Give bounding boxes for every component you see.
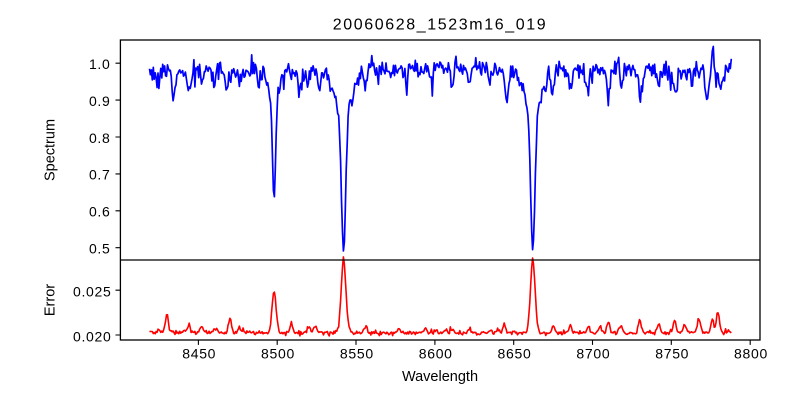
svg-text:0.8: 0.8 xyxy=(89,130,111,146)
svg-text:8550: 8550 xyxy=(340,346,374,362)
svg-text:8700: 8700 xyxy=(576,346,610,362)
svg-text:8800: 8800 xyxy=(734,346,768,362)
svg-text:0.020: 0.020 xyxy=(73,328,112,344)
svg-text:0.9: 0.9 xyxy=(89,93,111,109)
svg-text:8600: 8600 xyxy=(419,346,453,362)
svg-text:0.7: 0.7 xyxy=(89,167,111,183)
svg-text:Error: Error xyxy=(43,284,59,316)
svg-text:20060628_1523m16_019: 20060628_1523m16_019 xyxy=(333,16,547,33)
svg-text:8750: 8750 xyxy=(655,346,689,362)
svg-text:8500: 8500 xyxy=(261,346,295,362)
svg-text:0.6: 0.6 xyxy=(89,204,111,220)
svg-text:1.0: 1.0 xyxy=(89,56,111,72)
svg-text:Spectrum: Spectrum xyxy=(43,119,59,181)
svg-text:0.025: 0.025 xyxy=(73,284,112,300)
svg-text:Wavelength: Wavelength xyxy=(402,369,478,385)
svg-text:8650: 8650 xyxy=(498,346,532,362)
svg-text:0.5: 0.5 xyxy=(89,241,111,257)
svg-text:8450: 8450 xyxy=(182,346,216,362)
